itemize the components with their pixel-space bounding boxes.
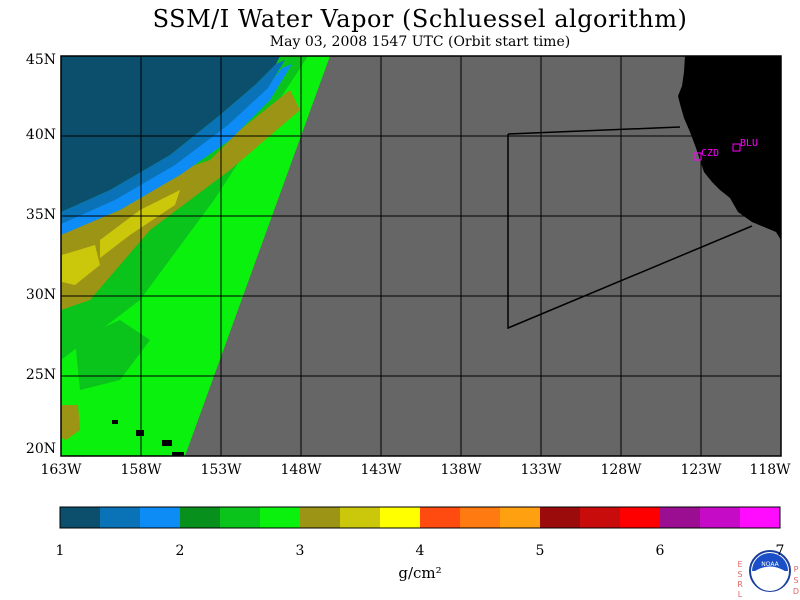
lon-label-148w: 148W xyxy=(280,462,322,478)
land-hawaii-4 xyxy=(172,452,184,456)
esrl-letter-e: E xyxy=(737,560,743,569)
colorbar-swatch xyxy=(380,507,421,528)
colorbar-swatch xyxy=(220,507,261,528)
lat-label-30n: 30N xyxy=(25,287,56,303)
swath-green-patch xyxy=(75,320,150,390)
colorbar-swatch xyxy=(420,507,461,528)
colorbar-tick-3: 3 xyxy=(295,543,305,559)
swath-olive-spot xyxy=(62,405,80,440)
esrl-letter-r: R xyxy=(737,580,743,589)
lat-label-45n: 45N xyxy=(25,52,56,68)
land-hawaii-2 xyxy=(136,430,144,436)
colorbar-swatch xyxy=(580,507,621,528)
colorbar-swatch xyxy=(740,507,781,528)
swath-dark-blue-region xyxy=(61,56,280,212)
colorbar-swatch xyxy=(460,507,501,528)
colorbar-swatch xyxy=(300,507,341,528)
colorbar-tick-2: 2 xyxy=(175,543,185,559)
colorbar-swatch xyxy=(140,507,181,528)
swath-yellow-patch xyxy=(100,190,180,258)
lat-label-25n: 25N xyxy=(25,367,56,383)
land-california xyxy=(678,56,781,240)
colorbar-tick-4: 4 xyxy=(415,543,425,559)
noaa-logo: NOAA xyxy=(749,550,791,592)
colorbar-swatch xyxy=(100,507,141,528)
colorbar-swatch xyxy=(660,507,701,528)
land-hawaii-3 xyxy=(162,440,172,446)
colorbar-swatch xyxy=(180,507,221,528)
map-graticule xyxy=(61,56,781,456)
colorbar-swatch xyxy=(500,507,541,528)
colorbar-border xyxy=(59,506,781,529)
station-blu-marker xyxy=(732,143,741,152)
lon-label-123w: 123W xyxy=(680,462,722,478)
esrl-letter-l: L xyxy=(737,590,743,599)
lat-label-20n: 20N xyxy=(25,441,56,457)
esrl-letter-s: S xyxy=(737,570,743,579)
lon-label-138w: 138W xyxy=(440,462,482,478)
lon-label-118w: 118W xyxy=(749,462,791,478)
lat-label-40n: 40N xyxy=(25,127,56,143)
station-czd-marker xyxy=(693,152,702,161)
lon-label-153w: 153W xyxy=(200,462,242,478)
psd-letter-p: P xyxy=(793,565,799,574)
lon-label-128w: 128W xyxy=(600,462,642,478)
lon-label-143w: 143W xyxy=(360,462,402,478)
colorbar-swatch xyxy=(260,507,301,528)
colorbar-tick-5: 5 xyxy=(535,543,545,559)
lon-label-158w: 158W xyxy=(120,462,162,478)
colorbar-tick-1: 1 xyxy=(55,543,65,559)
map-title: SSM/I Water Vapor (Schluessel algorithm) xyxy=(152,5,688,33)
colorbar-tick-6: 6 xyxy=(655,543,665,559)
colorbar-units: g/cm² xyxy=(398,564,442,582)
swath-yellow-patch-2 xyxy=(62,245,100,285)
flight-track-2 xyxy=(507,134,753,330)
svg-text:NOAA: NOAA xyxy=(761,561,779,568)
colorbar-swatch xyxy=(620,507,661,528)
swath-medium-blue-band xyxy=(61,60,285,224)
map-border xyxy=(60,55,782,457)
land-hawaii-1 xyxy=(112,420,118,424)
station-blu-label: BLU xyxy=(740,138,758,149)
lat-label-35n: 35N xyxy=(25,207,56,223)
colorbar-swatch xyxy=(60,507,101,528)
map-subtitle: May 03, 2008 1547 UTC (Orbit start time) xyxy=(269,34,571,50)
flight-track xyxy=(507,126,681,135)
colorbar-swatch xyxy=(700,507,741,528)
swath-light-blue-band xyxy=(61,64,292,235)
swath-olive-band xyxy=(61,90,300,310)
lon-label-163w: 163W xyxy=(40,462,82,478)
colorbar-tick-7: 7 xyxy=(775,543,785,559)
colorbar-swatch xyxy=(340,507,381,528)
psd-letter-d: D xyxy=(792,587,800,596)
colorbar xyxy=(60,507,781,528)
colorbar-swatch xyxy=(540,507,581,528)
psd-letter-s: S xyxy=(793,576,799,585)
station-czd-label: CZD xyxy=(701,148,719,159)
lon-label-133w: 133W xyxy=(520,462,562,478)
